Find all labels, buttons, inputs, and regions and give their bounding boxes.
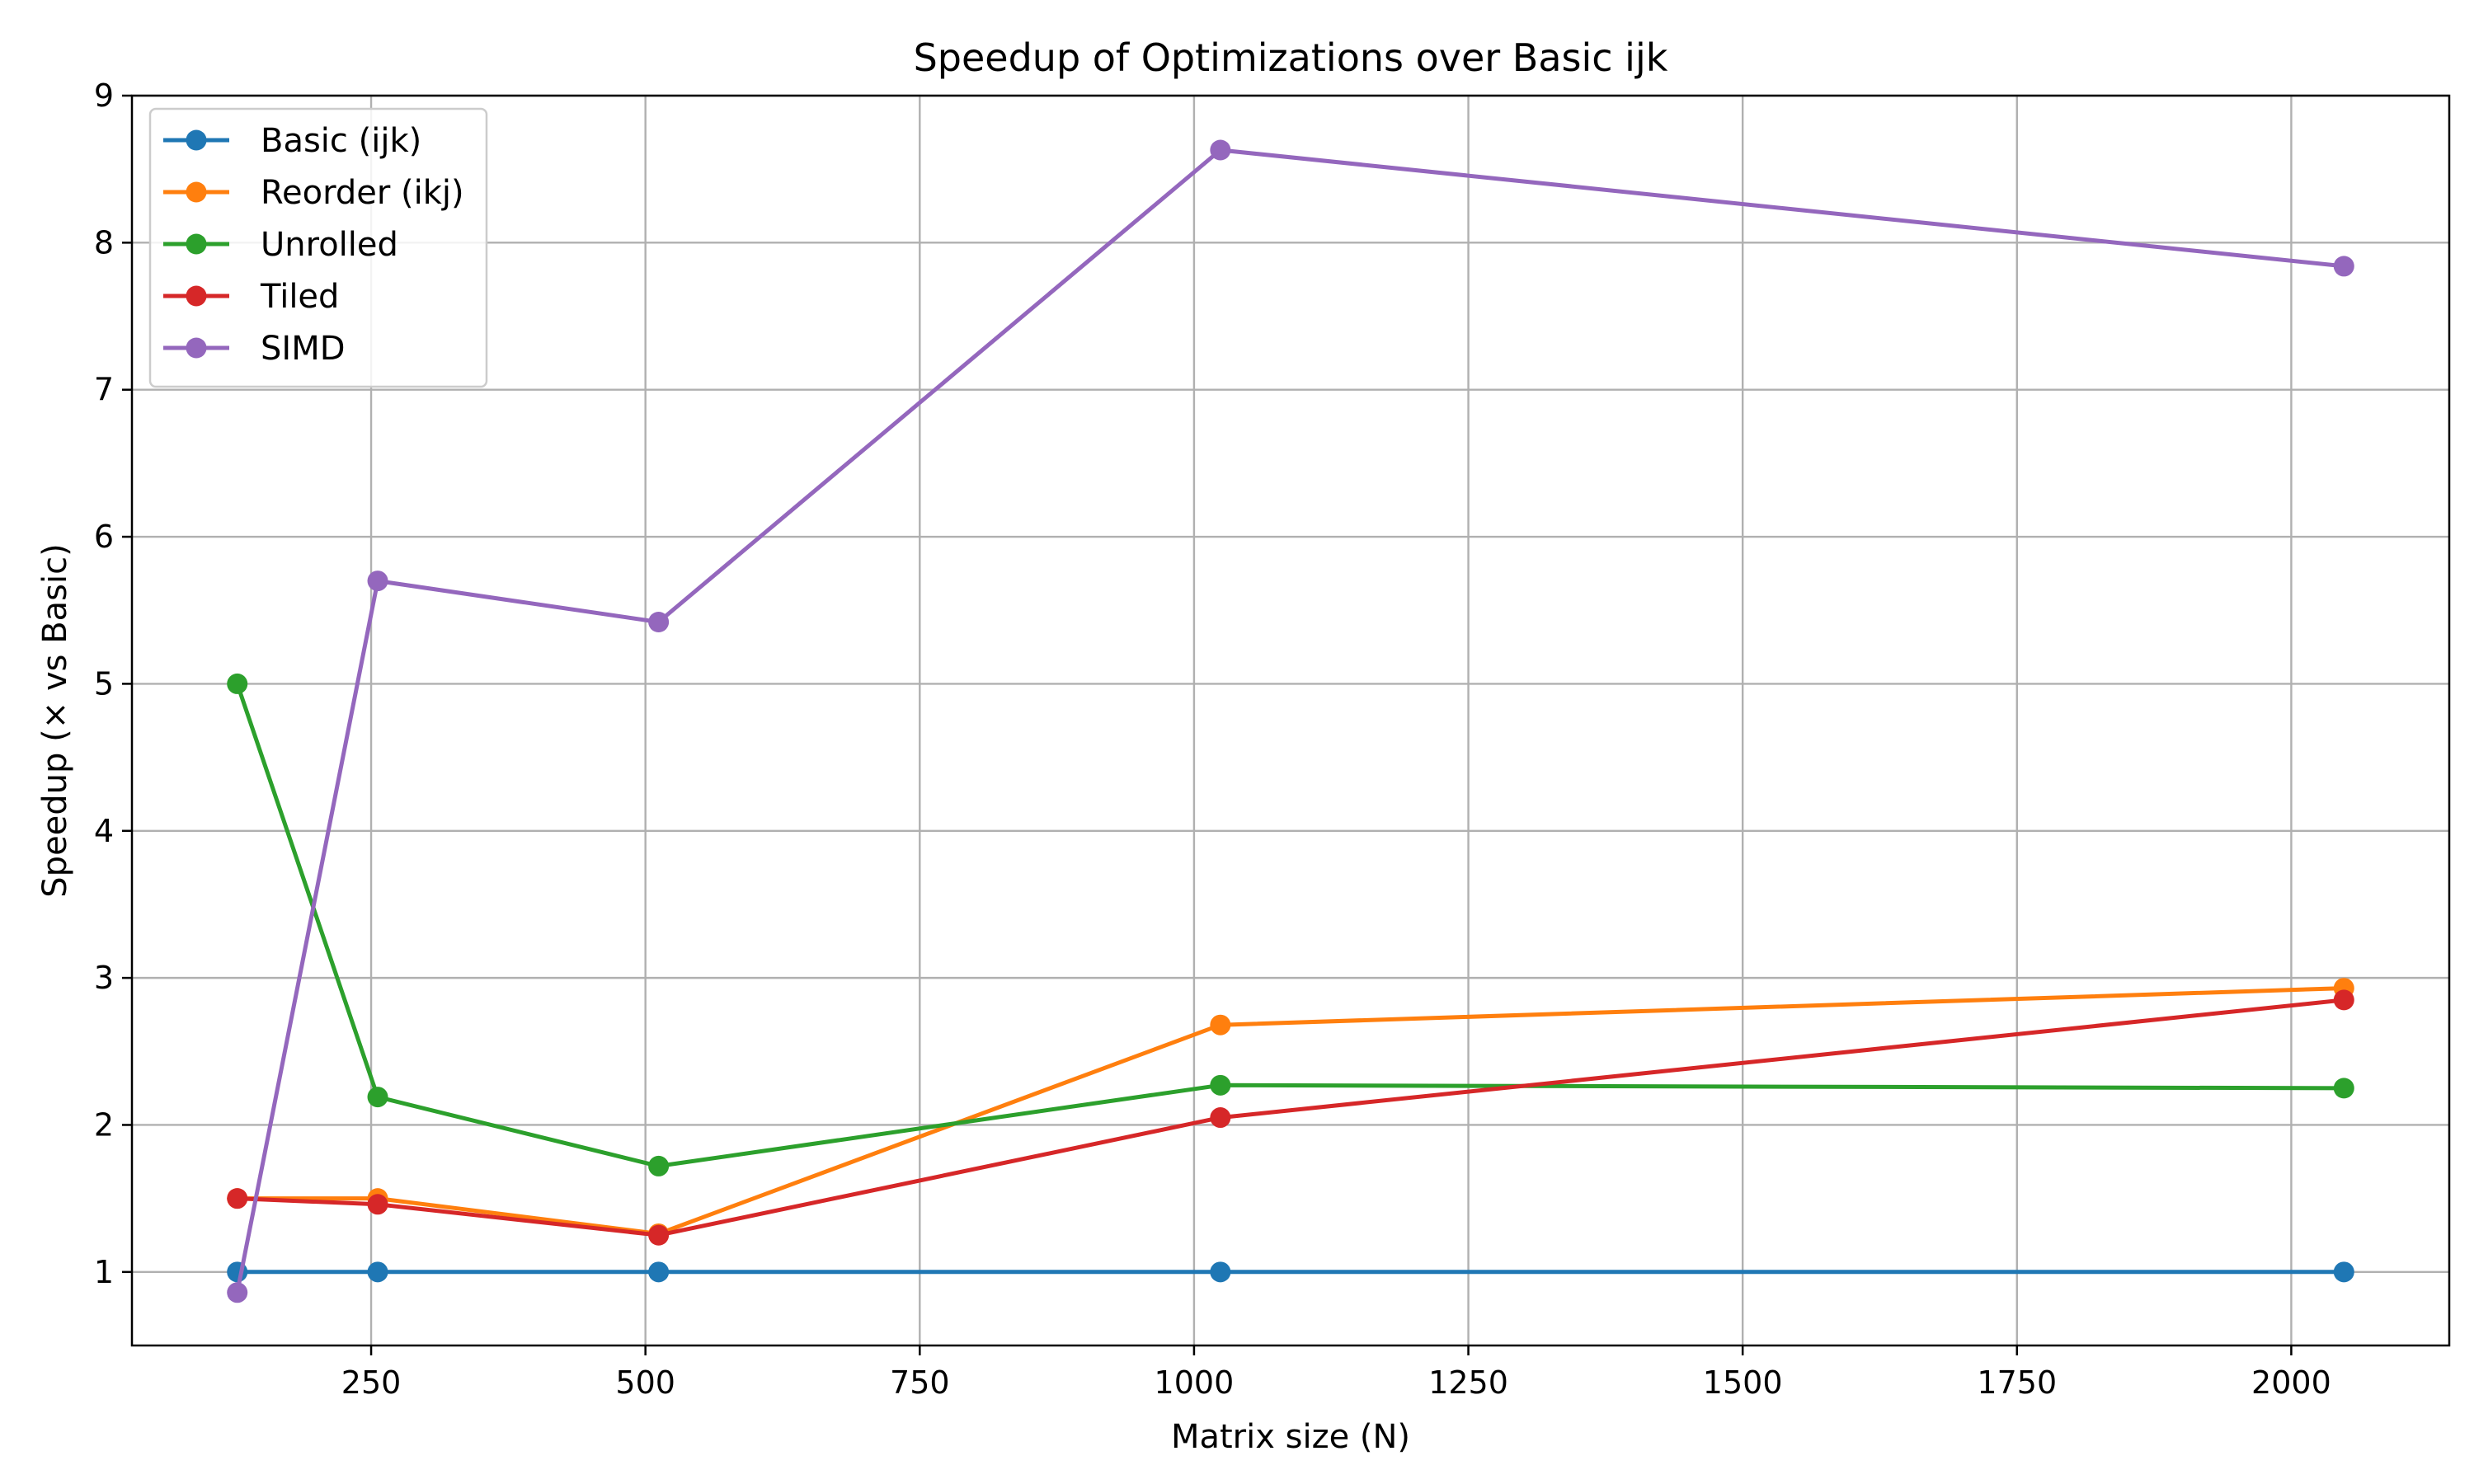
x-tick-label: 1000 [1155, 1364, 1235, 1401]
x-tick-label: 250 [341, 1364, 402, 1401]
legend-entry: Reorder (ikj) [163, 174, 464, 212]
legend-label: Tiled [260, 278, 339, 316]
data-point [1210, 139, 1231, 161]
data-point [367, 1261, 388, 1283]
x-tick-label: 1500 [1703, 1364, 1783, 1401]
legend-entry: Tiled [163, 278, 339, 316]
y-tick-label: 2 [94, 1106, 114, 1143]
plot-frame [130, 94, 2451, 1347]
legend-label: Unrolled [261, 226, 398, 264]
series-simd [227, 139, 2354, 1303]
data-point [2333, 989, 2354, 1011]
data-point [648, 612, 670, 633]
data-point [367, 1194, 388, 1215]
x-tick-label: 2000 [2251, 1364, 2331, 1401]
legend-label: SIMD [261, 330, 346, 368]
x-tick-label: 500 [615, 1364, 675, 1401]
legend-entry: SIMD [163, 330, 346, 368]
data-point [227, 1282, 248, 1303]
data-point [2333, 256, 2354, 277]
y-tick-label: 1 [94, 1254, 114, 1290]
data-point [648, 1155, 670, 1176]
legend-label: Basic (ijk) [261, 122, 421, 160]
chart-title: Speedup of Optimizations over Basic ijk [914, 35, 1668, 80]
x-tick-label: 1750 [1977, 1364, 2057, 1401]
data-point [1210, 1014, 1231, 1036]
legend-swatch-marker [186, 337, 207, 359]
y-tick-label: 7 [94, 372, 114, 408]
series-tiled [227, 989, 2354, 1246]
x-tick-label: 750 [890, 1364, 950, 1401]
data-point [648, 1224, 670, 1246]
y-tick-label: 6 [94, 519, 114, 555]
legend-entry: Unrolled [163, 226, 398, 264]
y-tick-label: 4 [94, 813, 114, 849]
x-tick-label: 1250 [1428, 1364, 1508, 1401]
data-point [2333, 1261, 2354, 1283]
data-point [2333, 1078, 2354, 1099]
data-point [1210, 1074, 1231, 1096]
data-point [648, 1261, 670, 1283]
legend-swatch-marker [186, 129, 207, 151]
ticks: 250 500 750 1000 1250 1500 1750 2000 1 2 3 4 5 6 7 8 9 [94, 77, 2331, 1401]
y-tick-label: 3 [94, 960, 114, 996]
series-unrolled [227, 673, 2354, 1176]
data-point [227, 673, 248, 694]
data-point [227, 1188, 248, 1209]
legend: Basic (ijk) Reorder (ikj) Unrolled Tiled SIM… [148, 107, 488, 388]
legend-swatch-marker [186, 233, 207, 255]
legend-swatch-marker [186, 181, 207, 203]
legend-entry: Basic (ijk) [163, 122, 421, 160]
legend-box [148, 107, 488, 388]
legend-label: Reorder (ikj) [261, 174, 464, 212]
data-point [1210, 1261, 1231, 1283]
legend-swatch-marker [186, 285, 207, 307]
data-point [367, 1087, 388, 1108]
y-tick-label: 9 [94, 77, 114, 114]
series-layer [227, 139, 2354, 1303]
y-tick-label: 8 [94, 224, 114, 261]
y-tick-label: 5 [94, 665, 114, 702]
data-point [1210, 1107, 1231, 1129]
y-axis-label: Speedup (× vs Basic) [36, 543, 74, 897]
data-point [367, 571, 388, 592]
x-axis-label: Matrix size (N) [1171, 1418, 1410, 1456]
